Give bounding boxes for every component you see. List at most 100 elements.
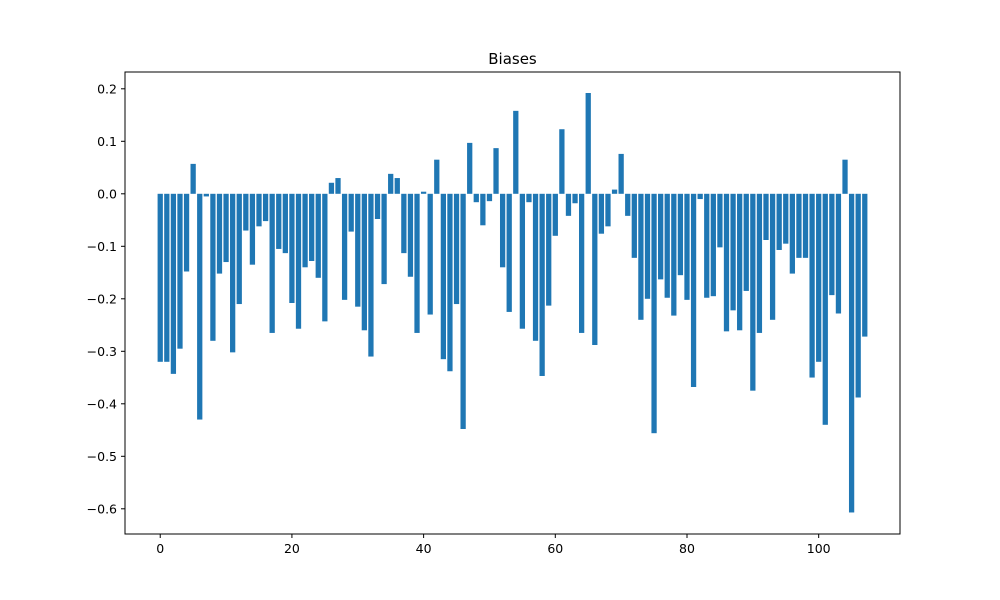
bar (717, 193, 723, 248)
x-tick-label: 0 (156, 541, 164, 556)
y-tick-label: 0.1 (97, 134, 117, 149)
bar (434, 159, 440, 194)
bar (644, 193, 651, 299)
bar (618, 153, 624, 194)
bar (506, 193, 512, 312)
bar (302, 193, 308, 268)
bar (170, 193, 177, 374)
y-axis: 0.2 0.1 0.0 −0.1 −0.2 −0.3 −0.4 −0.5 −0.6 (87, 81, 125, 516)
bar (262, 193, 269, 222)
bar (743, 193, 749, 291)
bar (862, 193, 868, 337)
bar (658, 193, 664, 280)
chart-title: Biases (488, 50, 537, 68)
bar (816, 193, 822, 362)
bar (157, 193, 163, 362)
bar (565, 193, 572, 216)
bar (315, 193, 321, 278)
bar (671, 193, 677, 316)
bar (855, 193, 861, 398)
x-tick-label: 60 (547, 541, 563, 556)
bar (631, 193, 637, 258)
bar (697, 193, 703, 200)
bar (276, 193, 282, 249)
x-tick-label: 80 (679, 541, 695, 556)
bar (361, 193, 367, 331)
y-tick-label: 0.2 (97, 81, 117, 96)
bar (388, 173, 394, 194)
bar (710, 193, 716, 297)
bar (690, 193, 697, 387)
bar (493, 148, 499, 194)
y-tick-label: −0.1 (87, 239, 117, 254)
bar (723, 193, 730, 332)
bar (210, 193, 216, 341)
bar (394, 178, 400, 194)
y-tick-label: 0.0 (97, 186, 117, 201)
bar (513, 110, 519, 194)
bar (282, 193, 288, 254)
bar (473, 193, 479, 203)
bar (677, 193, 684, 276)
bar (519, 193, 526, 329)
bar (769, 193, 776, 320)
bar (499, 193, 506, 268)
bar (374, 193, 381, 219)
bar (190, 163, 196, 194)
bar (341, 193, 348, 300)
bar (526, 193, 532, 203)
bar (829, 193, 835, 296)
bar (664, 193, 670, 298)
bar (605, 193, 611, 227)
bar (243, 193, 249, 231)
bar (368, 193, 374, 357)
bar (539, 193, 545, 376)
bar (737, 193, 743, 331)
y-tick-label: −0.4 (87, 396, 117, 411)
bar (835, 193, 842, 314)
x-tick-label: 100 (807, 541, 831, 556)
bar (256, 193, 262, 227)
bar (269, 193, 275, 333)
bar (420, 191, 427, 194)
bar (822, 193, 828, 425)
bar (309, 193, 315, 261)
bar (789, 193, 795, 274)
bars-group (157, 93, 868, 513)
bar (480, 193, 486, 226)
bar (763, 193, 769, 240)
bar (546, 193, 552, 306)
bar (796, 193, 802, 258)
bar (598, 193, 605, 234)
bar (625, 193, 631, 216)
bar (328, 182, 335, 194)
bar (756, 193, 763, 333)
bar (335, 178, 341, 194)
bar (183, 193, 190, 272)
bar (348, 193, 354, 232)
bar (216, 193, 223, 274)
bar (295, 193, 302, 329)
bar (407, 193, 414, 277)
bar (223, 193, 229, 263)
axes-frame (124, 71, 901, 535)
y-tick-label: −0.5 (87, 449, 117, 464)
bar (585, 93, 591, 194)
bar (684, 193, 690, 300)
bar (611, 189, 618, 194)
bar (704, 193, 710, 298)
y-tick-label: −0.6 (87, 501, 117, 516)
x-tick-label: 40 (416, 541, 432, 556)
bar (447, 193, 453, 372)
bar (460, 193, 466, 429)
bar (414, 193, 420, 333)
x-axis: 0 20 40 60 80 100 (156, 534, 831, 556)
y-tick-label: −0.2 (87, 291, 117, 306)
bar (730, 193, 736, 311)
bar (579, 193, 585, 333)
bar (197, 193, 203, 420)
bar (236, 193, 242, 305)
bar (486, 193, 493, 202)
bar (249, 193, 256, 265)
